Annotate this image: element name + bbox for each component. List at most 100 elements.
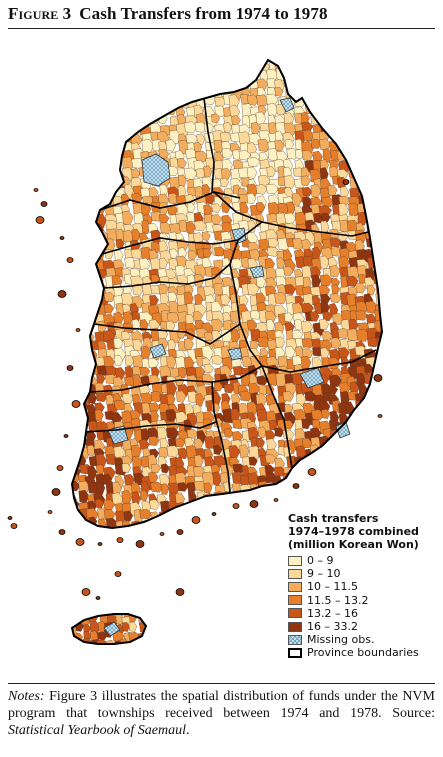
township-cell [331, 472, 341, 485]
township-cell [375, 356, 382, 368]
township-cell [130, 410, 141, 420]
township-cell [300, 355, 312, 370]
township-cell [59, 305, 68, 319]
township-cell [149, 402, 161, 413]
township-cell [374, 457, 382, 469]
township-cell [103, 508, 116, 520]
township-cell [79, 323, 92, 333]
township-cell [78, 158, 88, 169]
township-cell [311, 96, 325, 108]
township-cell [212, 60, 222, 65]
island [249, 500, 259, 508]
township-cell [348, 78, 363, 90]
legend-title-line-1: Cash transfers [288, 512, 379, 525]
township-cell [142, 525, 157, 528]
township-cell [312, 475, 326, 486]
township-cell [59, 413, 71, 425]
township-cell [375, 79, 382, 95]
township-cell [175, 437, 186, 448]
township-cell [194, 186, 205, 200]
island [175, 588, 185, 596]
island [57, 290, 67, 298]
township-cell [114, 67, 127, 84]
legend-label: 0 – 9 [307, 554, 334, 568]
legend-label: 13.2 – 16 [307, 606, 358, 620]
township-cell [385, 394, 396, 404]
township-cell [349, 131, 358, 146]
township-cell [364, 176, 377, 191]
township-cell [177, 517, 190, 528]
township-cell [72, 614, 78, 617]
township-cell [165, 139, 177, 152]
township-cell [106, 78, 121, 90]
township-cell [386, 446, 394, 458]
township-cell [383, 97, 394, 112]
township-cell [165, 320, 176, 331]
township-cell [72, 195, 77, 205]
township-cell [141, 85, 156, 100]
township-cell [58, 148, 67, 161]
township-cell [276, 60, 286, 68]
township-cell [322, 148, 333, 163]
township-cell [148, 471, 159, 484]
township-cell [310, 184, 322, 198]
township-cell [151, 97, 164, 108]
township-cell [211, 318, 224, 333]
township-cell [96, 159, 109, 170]
township-cell [105, 517, 118, 528]
township-cell [304, 482, 318, 496]
township-cell [105, 133, 115, 144]
township-cell [230, 60, 241, 73]
township-cell [383, 215, 392, 226]
township-cell [72, 67, 74, 78]
township-cell [285, 492, 299, 506]
notes-text: Figure 3 illustrates the spatial distrib… [8, 689, 435, 721]
legend-swatch [288, 555, 302, 566]
township-cell [138, 614, 146, 618]
township-cell [376, 84, 382, 99]
township-cell [175, 87, 188, 101]
township-cell [96, 639, 109, 644]
legend-item: 11.5 – 13.2 [288, 594, 438, 607]
township-cell [82, 646, 92, 656]
township-cell [184, 76, 194, 91]
township-cell [384, 422, 393, 431]
township-cell [355, 60, 370, 66]
township-cell [196, 133, 206, 145]
township-cell [59, 220, 71, 230]
township-cell [364, 473, 378, 487]
township-cell [72, 94, 83, 105]
township-cell [340, 67, 351, 78]
township-cell [112, 105, 124, 119]
township-cell [232, 507, 241, 518]
township-cell [357, 159, 370, 174]
township-cell [357, 120, 367, 133]
township-cell [139, 489, 149, 502]
township-cell [247, 282, 260, 296]
legend-swatch [288, 595, 302, 606]
township-cell [282, 429, 295, 440]
township-cell [158, 257, 168, 270]
township-cell [340, 390, 351, 406]
township-cell [94, 409, 104, 422]
township-cell [355, 465, 367, 476]
township-cell [72, 637, 74, 644]
township-cell [195, 78, 204, 93]
township-cell [322, 88, 336, 104]
township-cell [86, 195, 100, 210]
township-cell [356, 328, 370, 342]
township-cell [97, 320, 107, 333]
township-cell [202, 248, 213, 258]
township-cell [313, 69, 325, 81]
township-cell [58, 53, 68, 63]
township-cell [231, 393, 241, 406]
island [33, 188, 39, 192]
township-cell [78, 202, 93, 213]
township-cell [376, 247, 382, 260]
township-cell [103, 159, 115, 174]
township-cell [87, 284, 98, 297]
township-cell [139, 648, 147, 660]
township-cell [72, 292, 80, 306]
township-cell [186, 202, 196, 213]
township-cell [329, 455, 339, 467]
